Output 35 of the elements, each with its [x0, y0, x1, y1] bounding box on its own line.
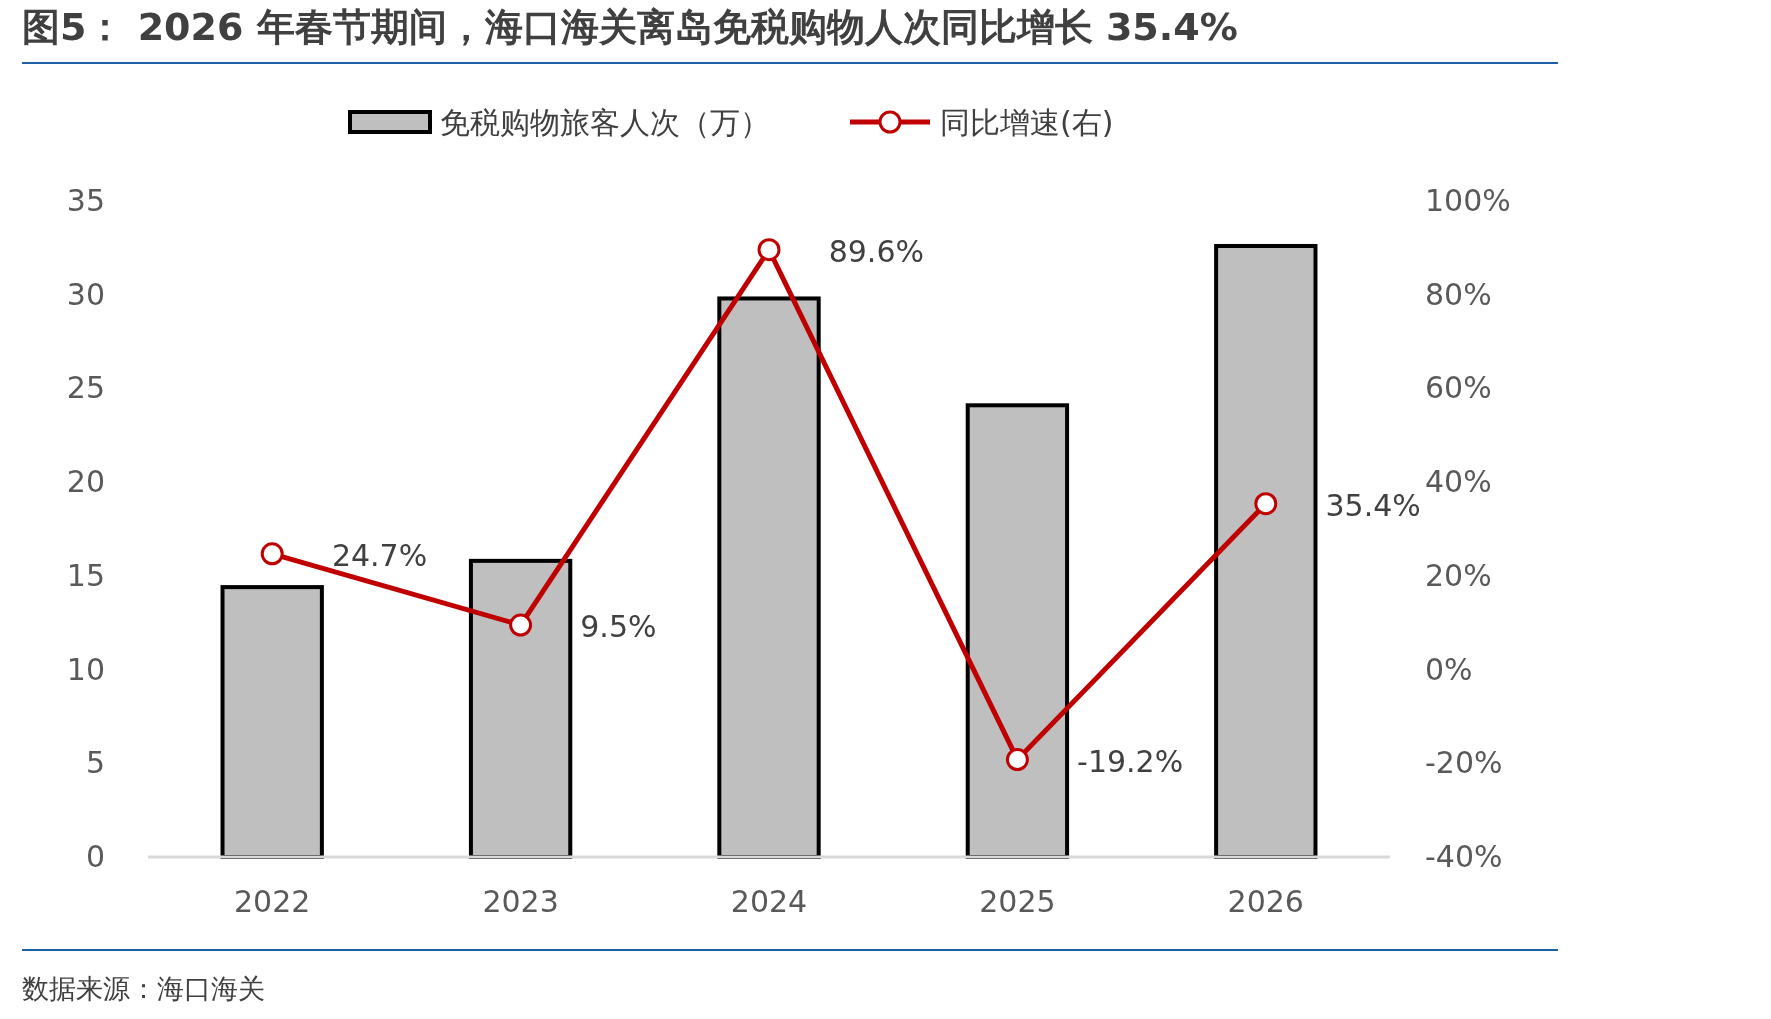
y2-tick-label: -40%: [1425, 839, 1503, 874]
title: 图5： 2026 年春节期间，海口海关离岛免税购物人次同比增长 35.4%: [22, 5, 1238, 49]
y2-tick-label: 20%: [1425, 557, 1492, 593]
y-tick-label: 0: [85, 839, 105, 874]
annotation: 数据来源：海口海关: [22, 973, 265, 1004]
x-tick-label: 2022: [234, 884, 311, 919]
legend-label: 免税购物旅客人次（万）: [440, 105, 770, 140]
y2-tick-label: 60%: [1425, 370, 1492, 406]
point: [1005, 748, 1029, 772]
y-tick-label: 15: [66, 557, 105, 593]
point: [1254, 492, 1278, 516]
legend-label: 同比增速(右): [940, 105, 1114, 140]
y-tick-label: 5: [85, 745, 105, 781]
x-tick-label: 2026: [1227, 884, 1304, 919]
y-tick-label: 10: [66, 651, 105, 687]
y-tick-label: 30: [66, 276, 105, 312]
y-tick-label: 20: [66, 464, 105, 500]
data-label: -19.2%: [1077, 743, 1184, 779]
x-tick-label: 2025: [979, 884, 1056, 919]
point: [509, 613, 533, 637]
point: [260, 542, 284, 566]
data-label: 24.7%: [331, 537, 428, 573]
y2-tick-label: -20%: [1425, 745, 1503, 781]
x-tick-label: 2023: [482, 884, 559, 919]
x-tick-label: 2024: [730, 884, 808, 919]
y2-tick-label: 40%: [1425, 464, 1492, 500]
data-label: 35.4%: [1325, 487, 1421, 523]
point: [757, 238, 781, 262]
y2-tick-label: 100%: [1425, 183, 1511, 218]
data-label: 9.5%: [580, 609, 657, 645]
y2-tick-label: 0%: [1425, 651, 1473, 687]
y-tick-label: 35: [66, 183, 105, 218]
y-tick-label: 25: [66, 370, 105, 406]
data-label: 89.6%: [828, 233, 924, 269]
y2-tick-label: 80%: [1425, 276, 1492, 312]
